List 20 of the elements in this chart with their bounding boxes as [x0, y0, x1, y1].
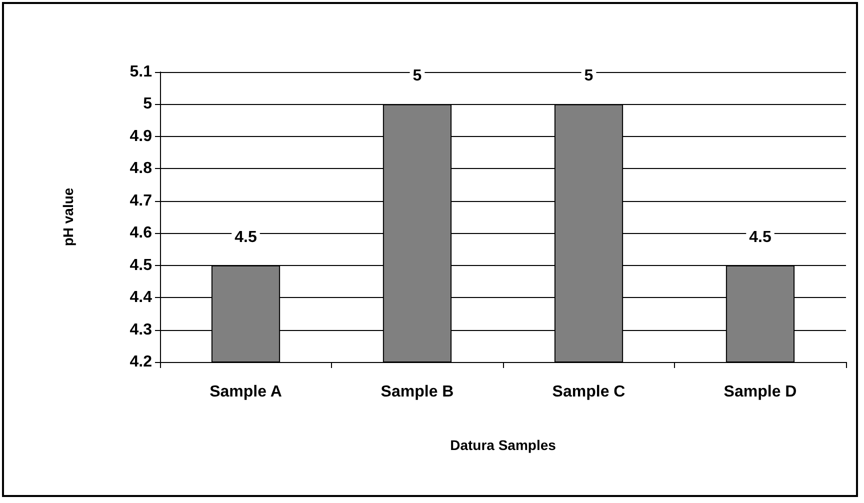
data-label: 4.5 [749, 228, 772, 246]
y-tick-label: 4.5 [130, 256, 152, 274]
y-tick-label: 4.7 [130, 192, 152, 210]
y-tick-label: 5 [143, 96, 152, 113]
data-label: 5 [584, 68, 594, 85]
data-label: 5 [412, 68, 422, 85]
data-label: 4.5 [234, 228, 257, 246]
x-tick-label: Sample D [724, 384, 797, 400]
y-tick-label: 4.2 [130, 354, 152, 370]
y-tick-label: 4.9 [130, 128, 152, 145]
y-tick-label: 4.4 [130, 289, 152, 306]
y-tick-label: 4.8 [130, 160, 152, 178]
y-axis-title: pH value [60, 188, 76, 246]
x-tick-label: Sample C [552, 384, 626, 400]
x-tick-label: Sample B [380, 384, 454, 400]
x-tick-label: Sample A [210, 384, 282, 400]
x-axis-title: Datura Samples [450, 437, 556, 453]
y-tick-label: 4.3 [130, 321, 152, 338]
y-tick-label: 4.6 [130, 224, 152, 242]
y-tick-label: 5.1 [130, 64, 152, 80]
